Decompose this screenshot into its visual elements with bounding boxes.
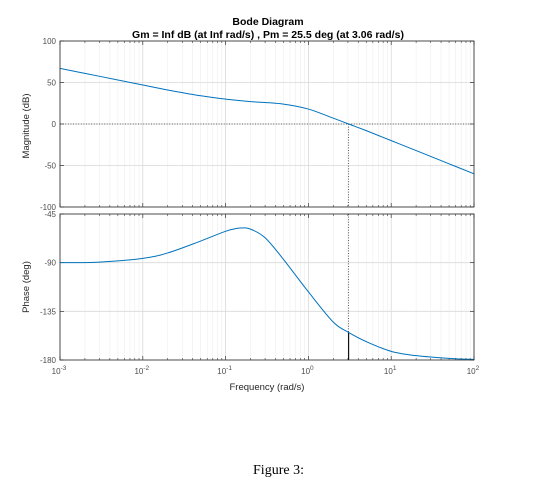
x-tick-label: 10-1: [217, 365, 232, 376]
y-tick-label: -100: [40, 203, 57, 212]
magnitude-axes: 100 50 0 -50 -100: [40, 37, 475, 212]
bode-figure: Bode Diagram Gm = Inf dB (at Inf rad/s) …: [21, 16, 480, 393]
magnitude-frame: [59, 40, 475, 208]
y-tick-label: -90: [44, 259, 56, 268]
y-tick-label: 50: [47, 79, 56, 88]
phase-axis-label: Phase (deg): [21, 261, 32, 313]
y-tick-label: 100: [43, 37, 57, 46]
phase-curve: [59, 227, 475, 360]
x-tick-label: 10-2: [134, 365, 149, 376]
y-tick-label: -50: [44, 162, 56, 171]
x-tick-label: 102: [467, 365, 480, 376]
phase-frame: [59, 213, 475, 361]
phase-plot-area: [60, 214, 474, 360]
chart-title: Bode Diagram: [232, 16, 303, 28]
chart-subtitle: Gm = Inf dB (at Inf rad/s) , Pm = 25.5 d…: [132, 29, 404, 41]
figure-caption: Figure 3:: [253, 463, 304, 478]
y-tick-label: -180: [40, 356, 57, 365]
y-tick-label: -135: [40, 307, 57, 316]
x-tick-label: 101: [384, 365, 397, 376]
magnitude-axis-label: Magnitude (dB): [21, 94, 32, 159]
x-axis-label: Frequency (rad/s): [230, 382, 305, 393]
y-tick-label: 0: [52, 120, 57, 129]
x-tick-label: 10-3: [52, 365, 67, 376]
y-tick-label: -45: [44, 210, 56, 219]
x-tick-label: 100: [301, 365, 314, 376]
